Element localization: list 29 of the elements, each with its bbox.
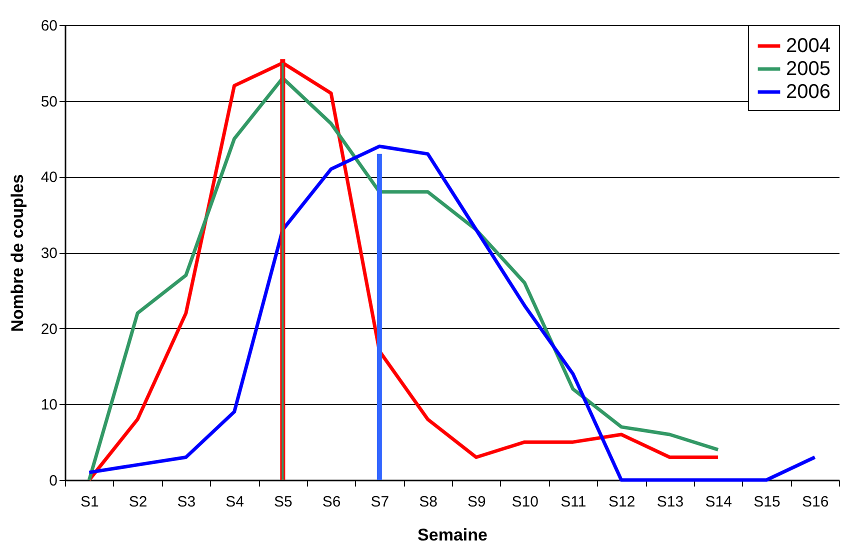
y-tick-label: 10 bbox=[40, 396, 58, 414]
x-tick-label: S6 bbox=[322, 494, 341, 510]
x-tick-label: S11 bbox=[560, 494, 586, 510]
x-tick-label: S8 bbox=[419, 494, 438, 510]
x-tick-label: S15 bbox=[754, 494, 780, 510]
x-tick-label: S4 bbox=[226, 494, 244, 510]
y-tick-label: 50 bbox=[40, 93, 58, 110]
legend-label: 2006 bbox=[786, 81, 830, 103]
x-tick-label: S7 bbox=[370, 494, 390, 510]
x-axis-title: Semaine bbox=[418, 526, 488, 544]
y-tick-label: 40 bbox=[40, 169, 58, 186]
x-tick-label: S14 bbox=[705, 494, 732, 510]
y-tick-label: 30 bbox=[40, 245, 58, 262]
legend-label: 2004 bbox=[786, 35, 830, 57]
y-axis-title: Nombre de couples bbox=[8, 174, 27, 332]
y-tick-label: 60 bbox=[40, 18, 58, 34]
x-tick-label: S13 bbox=[656, 494, 684, 510]
x-tick-label: S3 bbox=[177, 494, 196, 510]
x-tick-label: S10 bbox=[512, 494, 538, 510]
line-series bbox=[87, 144, 817, 482]
x-tick-label: S12 bbox=[608, 494, 636, 510]
y-tick-label: 0 bbox=[49, 472, 58, 490]
x-tick-label: S5 bbox=[274, 494, 292, 510]
x-tick-label: S2 bbox=[128, 494, 148, 510]
x-tick-label: S16 bbox=[802, 494, 829, 510]
x-tick-label: S1 bbox=[80, 494, 99, 510]
y-tick-label: 20 bbox=[40, 320, 58, 338]
x-tick-label: S9 bbox=[468, 494, 486, 510]
legend-label: 2005 bbox=[786, 58, 830, 80]
